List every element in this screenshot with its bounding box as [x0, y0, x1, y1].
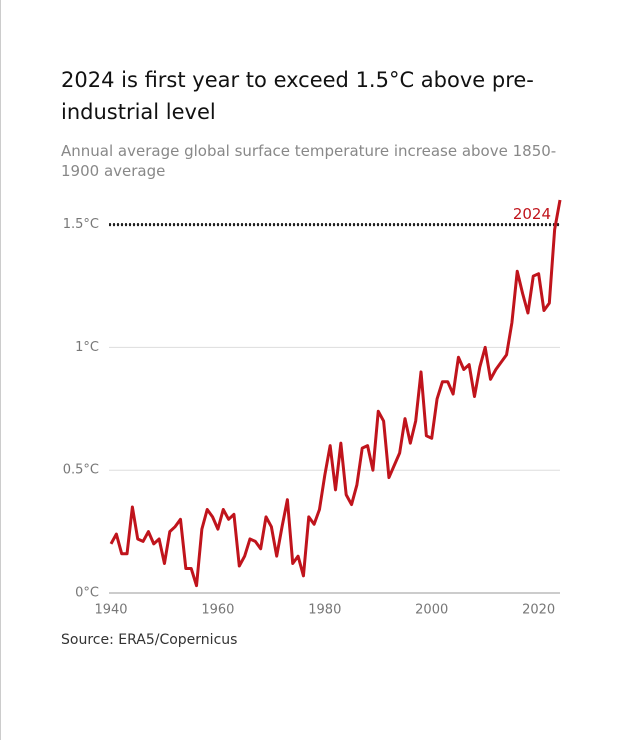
y-tick-label: 1°C	[75, 340, 99, 355]
chart-title: 2024 is first year to exceed 1.5°C above…	[61, 68, 534, 124]
source: Source: ERA5/Copernicus	[61, 632, 238, 648]
annotation: 2024	[513, 205, 551, 223]
x-tick-label: 1940	[94, 603, 127, 618]
chart: 0°C 0.5°C 1°C 1.5°C 1940 1960 1980 2000 2020 2024	[63, 199, 562, 618]
x-tick-label: 1960	[201, 603, 234, 618]
x-tick-label: 1980	[308, 603, 341, 618]
y-tick-label: 0°C	[75, 586, 99, 601]
data-line	[109, 199, 562, 588]
y-tick-label: 1.5°C	[63, 217, 99, 232]
x-tick-label: 2000	[415, 603, 448, 618]
chart-subtitle: Annual average global surface temperatur…	[61, 142, 557, 180]
x-tick-label: 2020	[522, 603, 555, 618]
y-tick-label: 0.5°C	[63, 463, 99, 478]
